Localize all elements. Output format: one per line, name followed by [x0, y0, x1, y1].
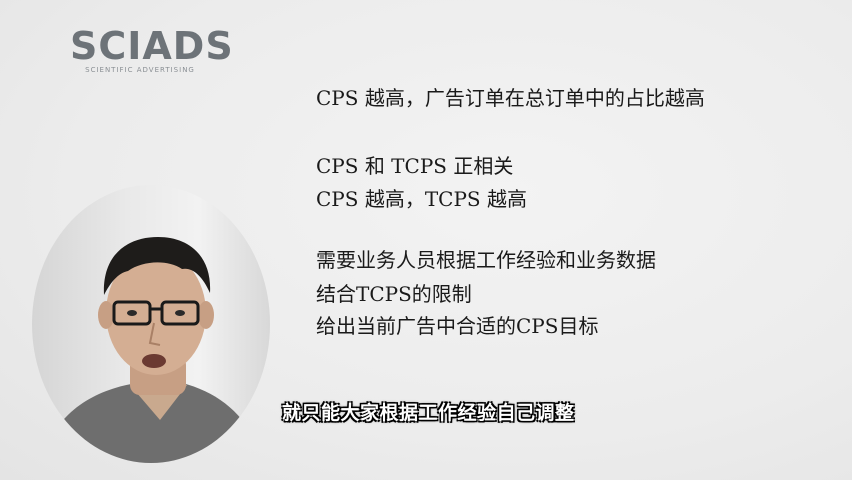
slide-line-5: 结合TCPS的限制	[316, 282, 472, 306]
logo-wordmark: SCIADS	[70, 24, 234, 68]
slide-line-4: 需要业务人员根据工作经验和业务数据	[316, 248, 656, 272]
video-subtitle: 就只能大家根据工作经验自己调整	[282, 402, 575, 424]
sciads-logo: SCIADS SCIENTIFIC ADVERTISING	[70, 24, 234, 74]
presenter-video	[32, 185, 270, 463]
logo-tagline: SCIENTIFIC ADVERTISING	[85, 66, 195, 74]
presenter-figure	[42, 237, 264, 463]
slide-line-1: CPS 越高，广告订单在总订单中的占比越高	[316, 86, 705, 110]
slide-line-2: CPS 和 TCPS 正相关	[316, 154, 514, 178]
slide-line-6: 给出当前广告中合适的CPS目标	[316, 314, 599, 338]
slide-line-3: CPS 越高，TCPS 越高	[316, 187, 527, 211]
